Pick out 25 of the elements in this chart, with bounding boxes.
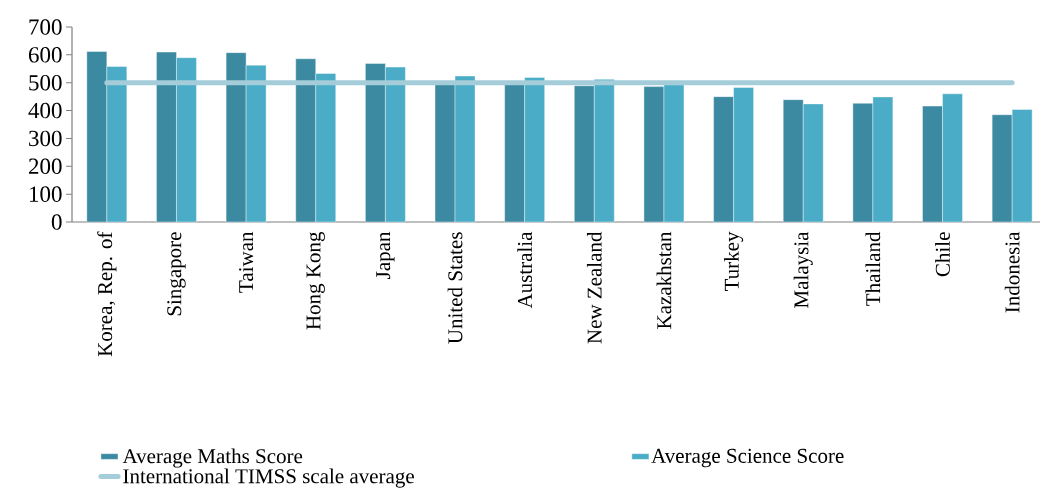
y-tick-label: 300: [29, 130, 62, 147]
x-tick-label: New Zealand: [586, 231, 602, 344]
x-tick-label: Indonesia: [1004, 231, 1020, 313]
y-tick-label: 100: [29, 186, 62, 202]
y-tick-label: 600: [28, 47, 62, 63]
x-tick-label: Malaysia: [793, 231, 813, 308]
y-tick-label: 400: [28, 102, 62, 119]
x-tick-label: Singapore: [167, 232, 186, 316]
x-tick-label: Turkey: [724, 231, 744, 292]
x-tick-label: Australia: [517, 231, 533, 309]
y-tick-label: 500: [29, 74, 62, 91]
x-tick-label: Kazakhstan: [656, 231, 672, 329]
legend-label: Average Maths Score: [122, 448, 303, 468]
legend-label: Average Science Score: [651, 448, 844, 468]
y-tick-label: 700: [29, 19, 62, 35]
y-tick-label: 200: [28, 158, 62, 175]
legend-label: International TIMSS scale average: [123, 468, 414, 488]
y-tick-label: 0: [51, 214, 62, 230]
x-tick-label: Korea, Rep. of: [97, 231, 117, 357]
x-tick-label: Taiwan: [239, 231, 254, 293]
x-tick-label: Japan: [376, 231, 395, 279]
x-tick-label: United States: [447, 232, 463, 344]
x-tick-label: Thailand: [865, 231, 881, 306]
x-tick-label: Hong Kong: [306, 231, 325, 330]
x-tick-label: Chile: [935, 232, 950, 277]
